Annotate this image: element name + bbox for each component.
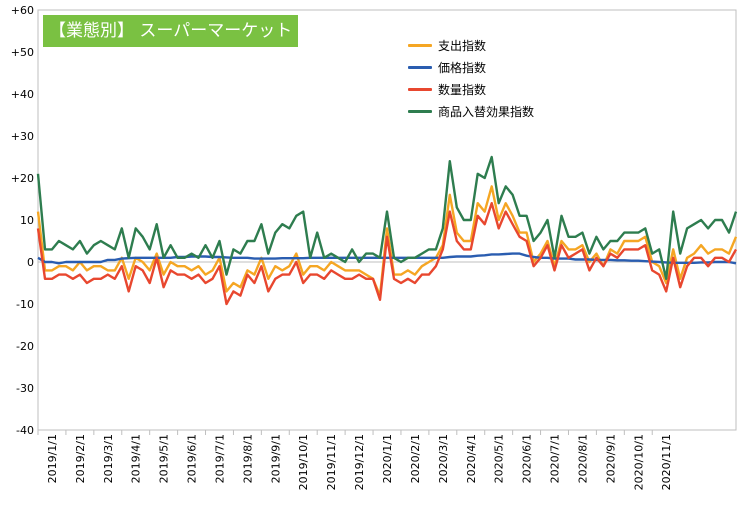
x-tick-label: 2019/1/1 xyxy=(46,434,59,483)
legend: 支出指数価格指数数量指数商品入替効果指数 xyxy=(408,34,534,122)
x-tick-label: 2020/5/1 xyxy=(493,434,506,483)
y-tick-label: +20 xyxy=(11,172,34,185)
y-tick-label: -40 xyxy=(16,424,34,437)
legend-label: 支出指数 xyxy=(438,38,487,53)
x-tick-label: 2019/6/1 xyxy=(186,434,199,483)
x-tick-label: 2019/5/1 xyxy=(158,434,171,483)
x-tick-label: 2020/7/1 xyxy=(549,434,562,483)
y-tick-label: -20 xyxy=(16,340,34,353)
x-tick-label: 2020/2/1 xyxy=(409,434,422,483)
y-tick-label: +60 xyxy=(11,4,34,17)
x-tick-label: 2019/2/1 xyxy=(74,434,87,483)
x-tick-label: 2020/10/1 xyxy=(632,434,645,490)
x-tick-label: 2019/8/1 xyxy=(241,434,254,483)
x-tick-label: 2020/3/1 xyxy=(437,434,450,483)
x-tick-label: 2019/9/1 xyxy=(269,434,282,483)
y-tick-label: -30 xyxy=(16,382,34,395)
x-tick-label: 2019/12/1 xyxy=(353,434,366,490)
x-tick-label: 2019/4/1 xyxy=(130,434,143,483)
x-tick-label: 2019/7/1 xyxy=(213,434,226,483)
legend-label: 価格指数 xyxy=(438,60,487,75)
y-tick-label: +40 xyxy=(11,88,34,101)
x-tick-label: 2019/10/1 xyxy=(297,434,310,490)
legend-item: 商品入替効果指数 xyxy=(408,100,534,122)
legend-label: 商品入替効果指数 xyxy=(438,104,535,119)
legend-swatch xyxy=(408,109,432,113)
legend-item: 価格指数 xyxy=(408,56,534,78)
x-tick-label: 2020/1/1 xyxy=(381,434,394,483)
legend-item: 数量指数 xyxy=(408,78,534,100)
series-line-1 xyxy=(36,185,738,297)
x-tick-label: 2019/11/1 xyxy=(325,434,338,490)
series-line-4 xyxy=(36,155,738,280)
y-tick-label: 0 xyxy=(27,256,34,269)
x-tick-label: 2019/3/1 xyxy=(102,434,115,483)
legend-swatch xyxy=(408,65,432,69)
legend-label: 数量指数 xyxy=(438,82,487,97)
series-line-2 xyxy=(37,252,737,265)
legend-swatch xyxy=(408,87,432,91)
legend-item: 支出指数 xyxy=(408,34,534,56)
chart-title: 【業態別】 スーパーマーケット xyxy=(43,15,298,47)
y-tick-label: 10 xyxy=(20,214,34,227)
x-tick-label: 2020/9/1 xyxy=(604,434,617,483)
x-tick-label: 2020/4/1 xyxy=(465,434,478,483)
x-tick-label: 2020/6/1 xyxy=(521,434,534,483)
legend-swatch xyxy=(408,43,432,47)
y-tick-label: -10 xyxy=(16,298,34,311)
y-tick-label: +50 xyxy=(11,46,34,59)
x-tick-label: 2020/11/1 xyxy=(660,434,673,490)
x-tick-label: 2020/8/1 xyxy=(576,434,589,483)
plot-area xyxy=(37,9,737,431)
series-line-3 xyxy=(36,202,738,306)
y-tick-label: +30 xyxy=(11,130,34,143)
